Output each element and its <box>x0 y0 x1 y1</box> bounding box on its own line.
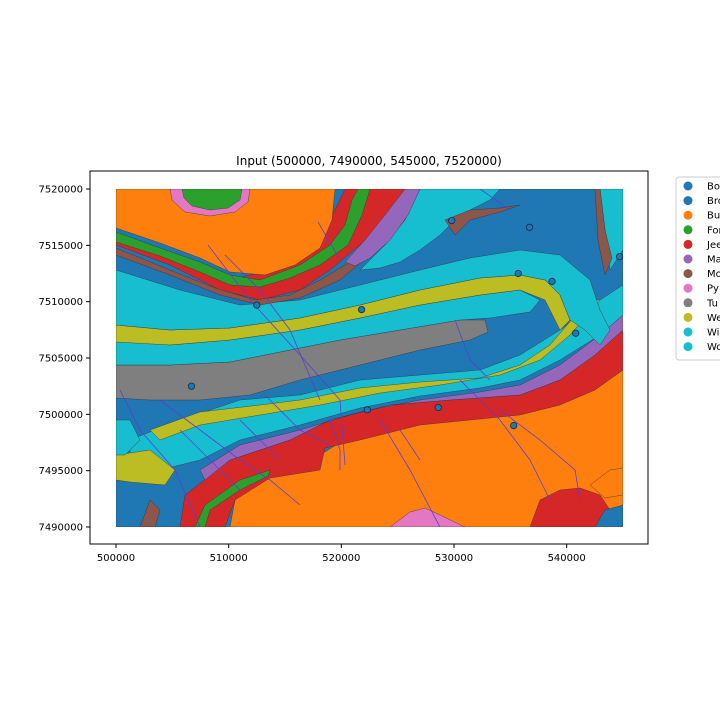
y-tick-label: 7490000 <box>38 523 83 534</box>
unit-mo-northeast <box>444 204 521 236</box>
map-title: Input (500000, 7490000, 545000, 7520000) <box>236 154 502 168</box>
legend-marker <box>683 283 693 293</box>
legend-label: Mo <box>707 269 720 280</box>
sample-point <box>572 329 580 337</box>
unit-ma-south <box>199 314 623 481</box>
legend: Bo Bro Bu For Jee Ma Mo Py Tu We Wi Wo <box>675 176 720 361</box>
unit-ma-northeast <box>344 189 421 267</box>
legend-label: For <box>707 225 720 236</box>
sample-point <box>510 421 518 430</box>
sample-point <box>514 269 522 278</box>
unit-for-south <box>194 469 271 527</box>
geology-map <box>116 189 623 527</box>
legend-marker <box>683 298 693 308</box>
legend-marker <box>683 210 693 220</box>
legend-marker <box>683 225 693 235</box>
unit-for-north <box>116 189 371 288</box>
legend-marker <box>683 239 693 249</box>
x-tick-label: 520000 <box>322 553 360 564</box>
legend-marker <box>683 196 693 206</box>
unit-mo-west <box>139 499 161 527</box>
legend-marker <box>683 254 693 264</box>
y-tick-label: 7495000 <box>38 466 83 477</box>
sample-point <box>448 216 456 225</box>
legend-label: Bro <box>707 196 720 207</box>
legend-label: Wi <box>707 328 719 339</box>
legend-label: Bu <box>707 211 720 222</box>
sample-point <box>363 406 371 414</box>
points-layer <box>187 216 624 430</box>
sample-point <box>525 223 534 231</box>
y-axis: 7490000 7495000 7500000 7505000 7510000 75150… <box>38 185 90 534</box>
legend-label: Jee <box>706 240 720 251</box>
unit-bu-north <box>116 189 336 276</box>
legend-marker <box>683 312 693 322</box>
legend-label: Bo <box>707 182 720 193</box>
sample-point <box>253 301 261 309</box>
y-tick-label: 7515000 <box>38 241 83 252</box>
y-tick-label: 7505000 <box>38 354 83 365</box>
legend-label: Tu <box>706 298 718 309</box>
x-tick-label: 500000 <box>97 553 135 564</box>
x-axis: 500000 510000 520000 530000 540000 <box>97 544 586 564</box>
legend-label: Ma <box>707 255 720 266</box>
sample-point <box>434 403 442 412</box>
x-tick-label: 530000 <box>435 553 473 564</box>
legend-label: Wo <box>707 342 720 353</box>
legend-marker <box>683 181 693 191</box>
unit-we-southwest <box>116 449 176 486</box>
unit-wi-south <box>129 284 623 471</box>
fault-lines <box>119 189 581 527</box>
unit-py-south <box>389 507 466 527</box>
y-tick-label: 7520000 <box>38 185 83 196</box>
sample-point <box>358 305 366 314</box>
y-tick-label: 7510000 <box>38 297 83 308</box>
sample-point <box>187 382 196 390</box>
unit-bo-southeast <box>594 504 623 527</box>
sample-point <box>548 277 556 285</box>
unit-for-cap <box>181 189 243 211</box>
sample-point <box>616 253 624 261</box>
legend-marker <box>683 342 693 352</box>
y-tick-label: 7500000 <box>38 410 83 421</box>
unit-bu-southeast <box>589 467 623 499</box>
legend-marker <box>683 327 693 337</box>
unit-wi-west <box>116 419 141 456</box>
legend-label: Py <box>707 284 719 295</box>
unit-wi-middle <box>116 249 611 346</box>
legend-label: We <box>707 313 720 324</box>
unit-mo-east-edge <box>594 189 613 276</box>
x-tick-label: 510000 <box>210 553 248 564</box>
legend-marker <box>683 269 693 279</box>
x-tick-label: 540000 <box>548 553 586 564</box>
